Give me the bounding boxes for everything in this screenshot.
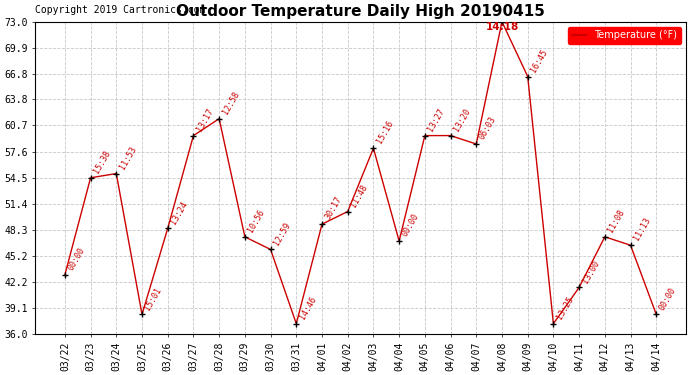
Text: 00:00: 00:00 — [658, 285, 678, 312]
Text: 10:56: 10:56 — [246, 208, 266, 234]
Text: 06:03: 06:03 — [477, 115, 498, 141]
Text: 11:13: 11:13 — [632, 216, 652, 243]
Text: 00:00: 00:00 — [400, 212, 421, 238]
Text: Copyright 2019 Cartronics.com: Copyright 2019 Cartronics.com — [35, 6, 206, 15]
Text: 14:46: 14:46 — [297, 295, 318, 321]
Text: 13:27: 13:27 — [426, 106, 446, 133]
Text: 11:48: 11:48 — [349, 183, 369, 209]
Text: 30:17: 30:17 — [324, 195, 344, 221]
Text: 16:45: 16:45 — [529, 48, 549, 74]
Text: 15:16: 15:16 — [375, 119, 395, 146]
Text: 11:08: 11:08 — [607, 208, 627, 234]
Text: 13:20: 13:20 — [452, 106, 472, 133]
Text: 12:58: 12:58 — [221, 90, 241, 116]
Text: 15:38: 15:38 — [92, 149, 112, 175]
Text: 14:18: 14:18 — [485, 22, 519, 32]
Title: Outdoor Temperature Daily High 20190415: Outdoor Temperature Daily High 20190415 — [176, 4, 545, 19]
Text: 13:25: 13:25 — [555, 295, 575, 321]
Text: 13:24: 13:24 — [169, 200, 190, 226]
Legend: Temperature (°F): Temperature (°F) — [568, 27, 681, 44]
Text: 13:17: 13:17 — [195, 106, 215, 133]
Text: 11:53: 11:53 — [118, 145, 138, 171]
Text: 13:00: 13:00 — [580, 258, 601, 285]
Text: 00:00: 00:00 — [66, 246, 86, 272]
Text: 12:59: 12:59 — [272, 220, 293, 247]
Text: 15:01: 15:01 — [144, 285, 164, 312]
